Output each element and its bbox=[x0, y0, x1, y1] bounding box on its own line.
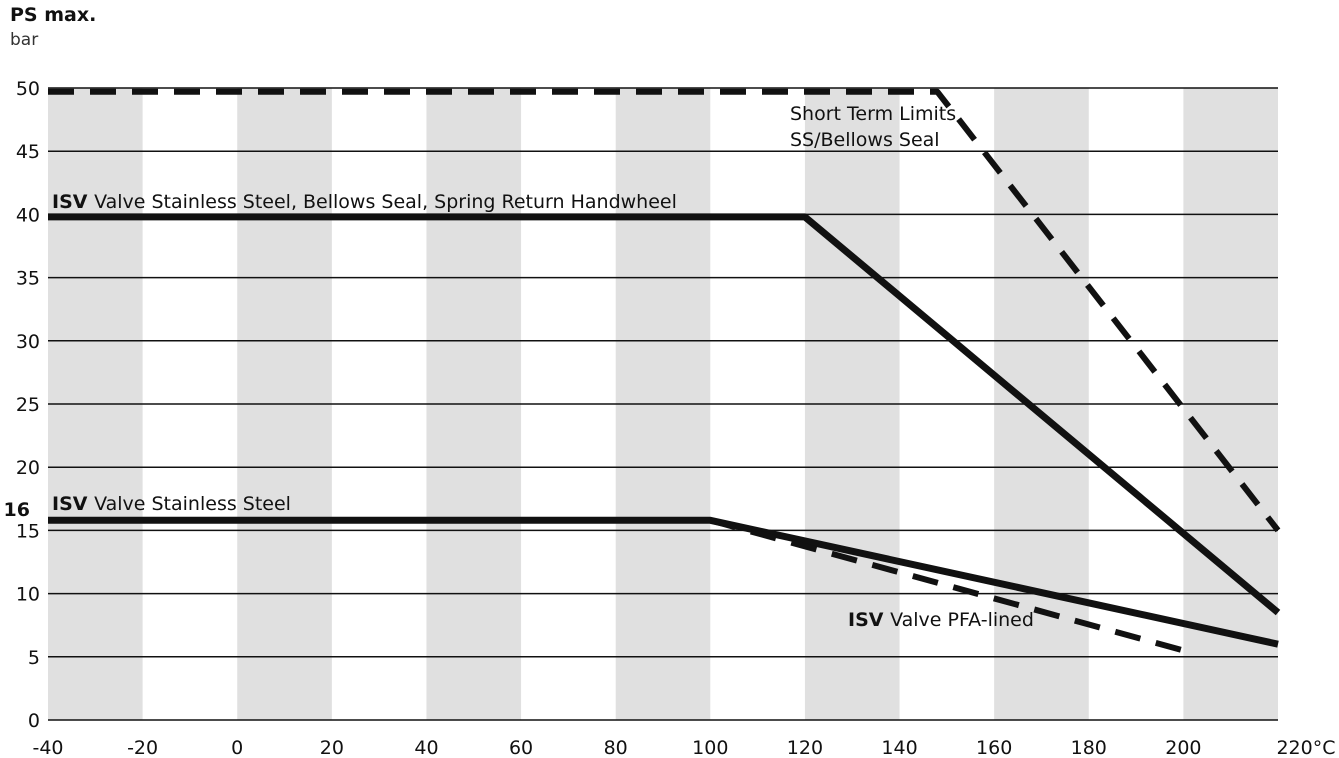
x-tick-label: 40 bbox=[414, 737, 438, 758]
x-tick-label: 100 bbox=[692, 737, 728, 758]
x-tick-label: 20 bbox=[320, 737, 344, 758]
series-label-4: ISV Valve PFA-lined bbox=[848, 609, 1034, 631]
y-tick-label: 15 bbox=[16, 520, 40, 542]
x-tick-label: 0 bbox=[231, 737, 243, 758]
y-tick-label: 45 bbox=[16, 141, 40, 163]
series-label-3: SS/Bellows Seal bbox=[790, 129, 940, 151]
series-label-prefix: ISV bbox=[52, 493, 94, 515]
series-label-name: Valve Stainless Steel, Bellows Seal, Spr… bbox=[94, 191, 677, 213]
series-labels: ISV Valve Stainless Steel, Bellows Seal,… bbox=[52, 103, 1034, 631]
y-tick-label: 35 bbox=[16, 268, 40, 290]
y-tick-label: 40 bbox=[16, 204, 40, 226]
series-label-name: Valve Stainless Steel bbox=[94, 493, 291, 515]
y-tick-label: 30 bbox=[16, 331, 40, 353]
x-tick-label: 140 bbox=[881, 737, 917, 758]
series-label-2: ISV Valve Stainless Steel bbox=[52, 493, 291, 515]
x-tick-label: -40 bbox=[32, 737, 63, 758]
y-tick-label: 5 bbox=[28, 647, 40, 669]
x-tick-label: 120 bbox=[787, 737, 823, 758]
series-line-1 bbox=[48, 213, 1281, 616]
y-tick-label: 20 bbox=[16, 457, 40, 479]
x-tick-label: 220°C bbox=[1276, 737, 1335, 758]
x-tick-label: -20 bbox=[127, 737, 158, 758]
y-axis-unit: bar bbox=[10, 30, 39, 50]
x-tick-label: 180 bbox=[1071, 737, 1107, 758]
y-tick-labels: 0 5 10 15 20 25 30 35 40 45 50 16 bbox=[4, 78, 40, 732]
series-line-3 bbox=[48, 88, 1281, 533]
y-tick-label: 25 bbox=[16, 394, 40, 416]
series-label-name: Valve PFA-lined bbox=[890, 609, 1034, 631]
y-tick-label: 10 bbox=[16, 584, 40, 606]
series-lines bbox=[48, 88, 1281, 654]
x-tick-label: 200 bbox=[1165, 737, 1201, 758]
series-label-3: Short Term Limits bbox=[790, 103, 956, 125]
x-tick-labels: -40 -20 0 20 40 60 80 100 120 140 160 180 200 220°C bbox=[32, 737, 1335, 758]
series-label-1: ISV Valve Stainless Steel, Bellows Seal,… bbox=[52, 191, 677, 213]
x-tick-label: 60 bbox=[509, 737, 533, 758]
y-tick-label: 50 bbox=[16, 78, 40, 100]
y-tick-label-extra: 16 bbox=[4, 499, 30, 521]
y-axis-title: PS max. bbox=[10, 4, 97, 26]
x-tick-label: 80 bbox=[604, 737, 628, 758]
y-tick-label: 0 bbox=[28, 710, 40, 732]
series-label-prefix: ISV bbox=[848, 609, 890, 631]
series-label-prefix: ISV bbox=[52, 191, 94, 213]
x-tick-label: 160 bbox=[976, 737, 1012, 758]
